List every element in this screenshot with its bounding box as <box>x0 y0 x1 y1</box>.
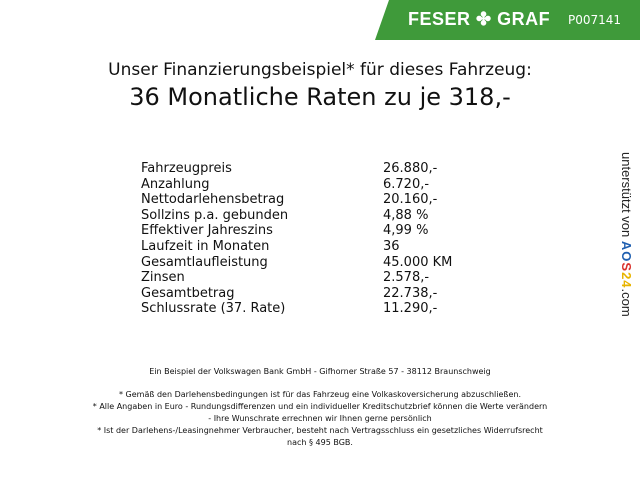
row-value: 2.578,- <box>383 270 430 286</box>
row-label: Zinsen <box>141 270 185 286</box>
footnote-1: * Gemäß den Darlehensbedingungen ist für… <box>119 390 521 399</box>
bank-info: Ein Beispiel der Volkswagen Bank GmbH - … <box>149 367 491 376</box>
row-value: 11.290,- <box>383 301 438 317</box>
table-row: Schlussrate (37. Rate) 11.290,- <box>141 301 471 317</box>
row-value: 20.160,- <box>383 192 438 208</box>
row-label: Gesamtbetrag <box>141 285 235 301</box>
table-row: Nettodarlehensbetrag 20.160,- <box>141 192 471 208</box>
footnote-3b: nach § 495 BGB. <box>287 438 353 447</box>
supported-by-text: unterstützt von <box>619 152 634 241</box>
table-row: Gesamtlaufleistung 45.000 KM <box>141 255 471 271</box>
table-row: Zinsen 2.578,- <box>141 270 471 286</box>
finance-table: Fahrzeugpreis 26.880,- Anzahlung 6.720,- Net… <box>141 161 471 317</box>
table-row: Anzahlung 6.720,- <box>141 177 471 193</box>
aos24-logo: AOS24 <box>619 240 634 289</box>
row-label: Schlussrate (37. Rate) <box>141 301 286 317</box>
footnote-2: * Alle Angaben in Euro - Rundungsdiffere… <box>92 402 548 411</box>
supported-by: unterstützt von AOS24.com <box>612 152 634 332</box>
row-value: 45.000 KM <box>383 254 453 270</box>
page-title: Unser Finanzierungsbeispiel* für dieses … <box>108 60 532 80</box>
header-banner <box>375 0 640 40</box>
row-value: 26.880,- <box>383 161 438 176</box>
row-label: Sollzins p.a. gebunden <box>141 207 289 223</box>
table-row: Gesamtbetrag 22.738,- <box>141 286 471 302</box>
row-value: 4,88 % <box>383 207 429 223</box>
row-label: Anzahlung <box>141 176 210 192</box>
row-label: Fahrzeugpreis <box>141 161 232 176</box>
row-label: Gesamtlaufleistung <box>141 254 268 270</box>
row-value: 36 <box>383 238 400 254</box>
table-row: Laufzeit in Monaten 36 <box>141 239 471 255</box>
table-row: Fahrzeugpreis 26.880,- <box>141 161 471 177</box>
rate-headline: 36 Monatliche Raten zu je 318,- <box>129 83 511 111</box>
row-label: Nettodarlehensbetrag <box>141 192 285 208</box>
footnote-3: * Ist der Darlehens-/Leasingnehmer Verbr… <box>97 426 543 435</box>
table-row: Sollzins p.a. gebunden 4,88 % <box>141 208 471 224</box>
brand-logo: FESER ✤ GRAF <box>408 9 551 29</box>
row-value: 22.738,- <box>383 285 438 301</box>
domain-suffix: .com <box>619 288 634 317</box>
row-value: 4,99 % <box>383 223 429 239</box>
row-label: Effektiver Jahreszins <box>141 223 273 239</box>
vehicle-code: P007141 <box>568 13 622 27</box>
row-value: 6.720,- <box>383 176 430 192</box>
footnote-2b: - Ihre Wunschrate errechnen wir Ihnen ge… <box>208 414 432 423</box>
row-label: Laufzeit in Monaten <box>141 238 270 254</box>
table-row: Effektiver Jahreszins 4,99 % <box>141 223 471 239</box>
